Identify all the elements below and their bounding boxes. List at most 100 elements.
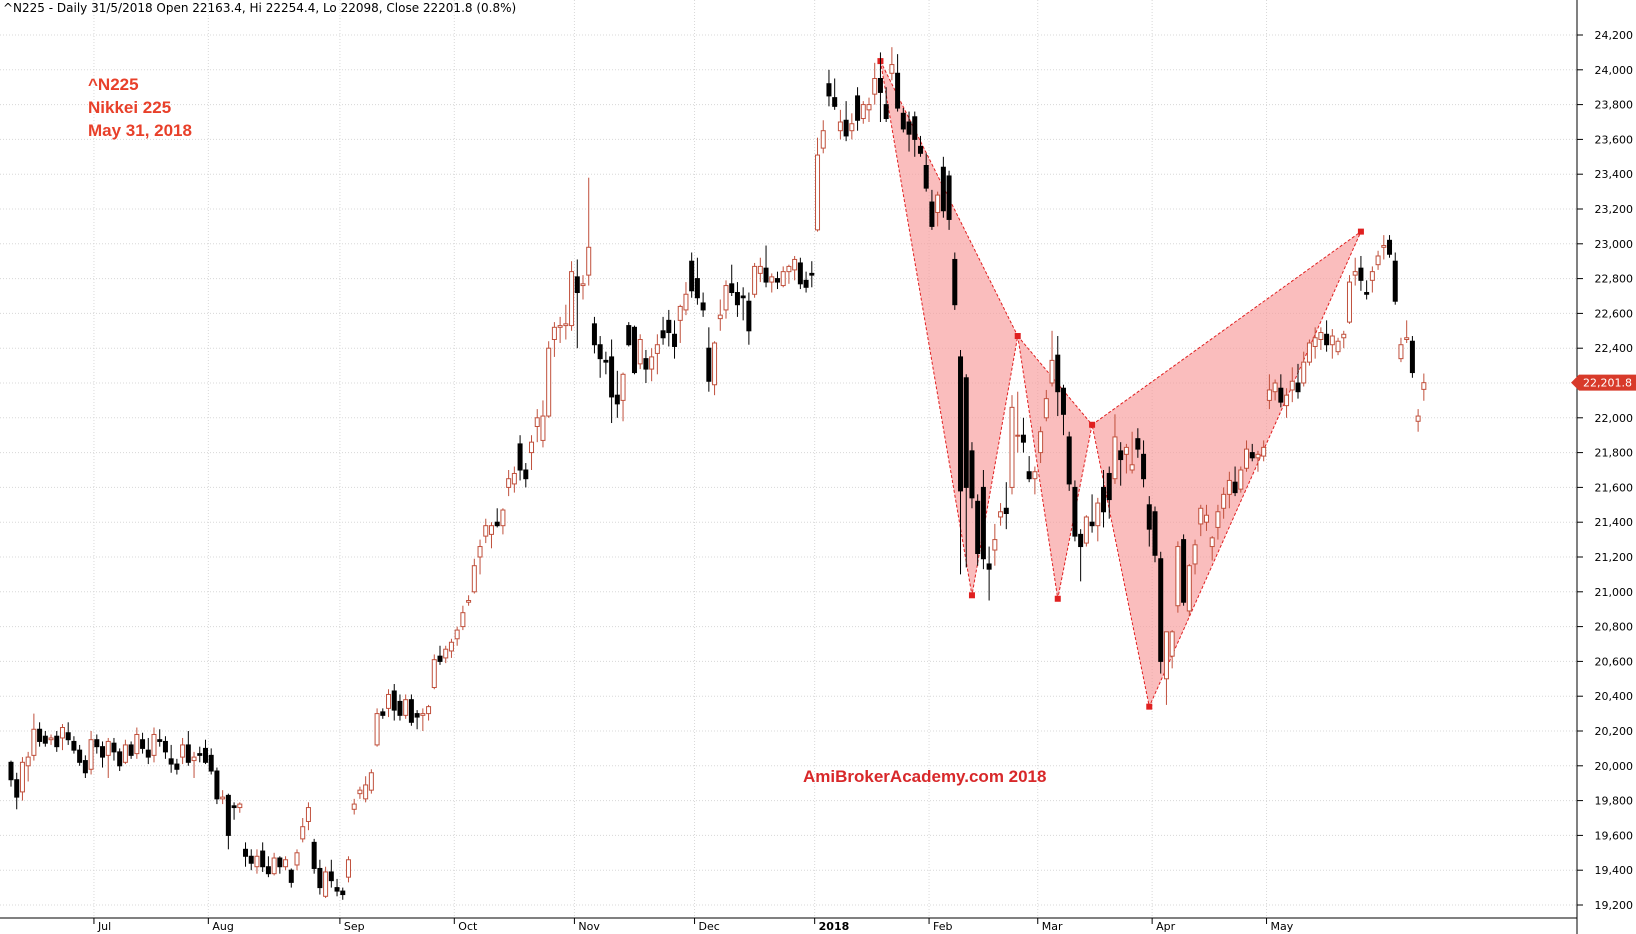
annotation-name: Nikkei 225 bbox=[88, 98, 171, 117]
candle-body bbox=[1358, 267, 1364, 281]
candle bbox=[420, 708, 426, 731]
candle bbox=[431, 654, 437, 690]
candle-body bbox=[1215, 511, 1221, 528]
candle-body bbox=[900, 112, 906, 130]
candle bbox=[59, 724, 65, 751]
candle-body bbox=[88, 739, 94, 770]
candle-body bbox=[998, 511, 1004, 518]
candle-body bbox=[1175, 546, 1181, 607]
candle-body bbox=[517, 443, 523, 471]
y-tick-label: 23,400 bbox=[1595, 168, 1634, 181]
candle-body bbox=[1369, 271, 1375, 281]
candle bbox=[689, 252, 695, 298]
candle-body bbox=[351, 803, 357, 810]
candle bbox=[471, 558, 477, 594]
candle bbox=[872, 62, 878, 105]
candle bbox=[866, 97, 872, 122]
candle-body bbox=[1003, 507, 1009, 514]
candle bbox=[14, 772, 20, 810]
x-tick-label: Sep bbox=[344, 920, 365, 933]
candle-body bbox=[506, 478, 512, 488]
candle bbox=[1364, 280, 1370, 300]
candle-body bbox=[65, 732, 71, 741]
candle-body bbox=[437, 655, 443, 662]
candle bbox=[757, 257, 763, 283]
candle bbox=[1375, 250, 1381, 270]
candle bbox=[654, 334, 660, 375]
candle bbox=[111, 737, 117, 761]
candle bbox=[820, 120, 826, 154]
candle bbox=[523, 463, 529, 488]
candle-body bbox=[734, 292, 740, 306]
candle bbox=[1123, 443, 1129, 474]
candle-body bbox=[71, 740, 77, 751]
candle-body bbox=[511, 472, 517, 485]
candle bbox=[1209, 536, 1215, 561]
candle bbox=[1043, 389, 1049, 422]
candle bbox=[792, 255, 798, 281]
candle bbox=[591, 316, 597, 354]
y-tick-label: 19,600 bbox=[1595, 829, 1634, 842]
candle-body bbox=[780, 271, 786, 287]
candle bbox=[740, 287, 746, 321]
candle-body bbox=[820, 130, 826, 149]
candle bbox=[975, 494, 981, 566]
candle-body bbox=[483, 525, 489, 537]
candle bbox=[1381, 235, 1387, 260]
candle bbox=[151, 727, 157, 763]
candle bbox=[1215, 504, 1221, 540]
candle-body bbox=[1066, 436, 1072, 485]
candle bbox=[837, 109, 843, 140]
candle bbox=[843, 101, 849, 142]
candle-body bbox=[1404, 337, 1410, 341]
candle-body bbox=[283, 859, 289, 868]
candle-body bbox=[328, 871, 334, 882]
y-tick-label: 20,200 bbox=[1595, 725, 1634, 738]
candle bbox=[1318, 327, 1324, 350]
candle bbox=[998, 503, 1004, 526]
candle bbox=[923, 153, 929, 192]
candle-body bbox=[1095, 502, 1101, 527]
candle-body bbox=[980, 486, 986, 560]
candle bbox=[809, 261, 815, 288]
candle-body bbox=[500, 509, 506, 527]
candle-body bbox=[769, 276, 775, 283]
candle-body bbox=[889, 64, 895, 74]
candle bbox=[157, 729, 163, 747]
candle bbox=[883, 87, 889, 122]
annotation-date: May 31, 2018 bbox=[88, 121, 192, 140]
candle-body bbox=[860, 104, 866, 120]
candle-body bbox=[300, 826, 306, 840]
candle-body bbox=[906, 121, 912, 135]
candle bbox=[889, 47, 895, 81]
candle bbox=[1221, 487, 1227, 519]
candle bbox=[694, 257, 700, 305]
x-tick-label: Aug bbox=[212, 920, 233, 933]
candle bbox=[1049, 330, 1055, 387]
candle bbox=[426, 704, 432, 721]
candle-body bbox=[1192, 544, 1198, 565]
candle bbox=[494, 508, 500, 528]
candle bbox=[340, 887, 346, 900]
candle bbox=[180, 737, 186, 765]
candle-body bbox=[1375, 255, 1381, 266]
candle-body bbox=[168, 758, 174, 765]
candle bbox=[414, 710, 420, 730]
candle-body bbox=[809, 272, 815, 276]
candle-body bbox=[48, 737, 54, 741]
candle-body bbox=[151, 733, 157, 756]
candle bbox=[237, 802, 243, 813]
candle-body bbox=[294, 852, 300, 866]
x-tick-label: May bbox=[1271, 920, 1294, 933]
candle-body bbox=[363, 784, 369, 800]
candle bbox=[1066, 431, 1072, 491]
candle bbox=[1232, 466, 1238, 497]
candle-body bbox=[237, 803, 243, 809]
candle bbox=[643, 349, 649, 383]
candle-body bbox=[1060, 387, 1066, 415]
candle bbox=[1186, 563, 1192, 617]
candle-body bbox=[551, 326, 557, 341]
candle bbox=[620, 372, 626, 422]
candle-body bbox=[323, 871, 329, 897]
candle-body bbox=[1341, 333, 1347, 339]
